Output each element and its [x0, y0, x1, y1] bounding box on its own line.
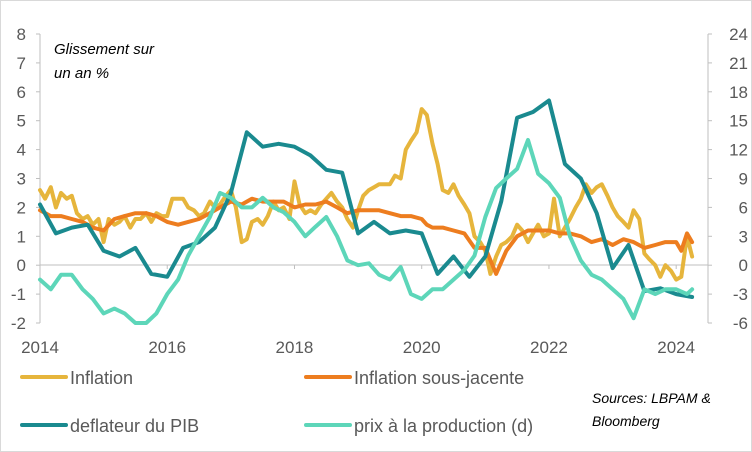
legend-label: deflateur du PIB — [70, 416, 199, 436]
right-tick-label: 0 — [739, 256, 748, 275]
legend-label: Inflation sous-jacente — [354, 368, 524, 388]
axes — [36, 33, 712, 324]
right-tick-label: 12 — [729, 141, 748, 160]
left-tick-label: 3 — [17, 170, 26, 189]
left-tick-label: 8 — [17, 25, 26, 44]
source-line-1: Sources: LBPAM & — [592, 390, 711, 406]
x-tick-label: 2016 — [148, 338, 186, 357]
right-tick-label: 21 — [729, 54, 748, 73]
x-tick-label: 2024 — [657, 338, 695, 357]
legend-label: Inflation — [70, 368, 133, 388]
right-tick-label: 18 — [729, 83, 748, 102]
right-tick-label: 3 — [739, 227, 748, 246]
annotation-line-2: un an % — [54, 65, 109, 82]
x-tick-label: 2020 — [403, 338, 441, 357]
left-tick-label: 1 — [17, 227, 26, 246]
right-tick-label: 6 — [739, 198, 748, 217]
annotation-line-1: Glissement sur — [54, 41, 155, 58]
series-line-4 — [38, 138, 695, 325]
series-line-3 — [38, 98, 695, 299]
legend-label: prix à la production (d) — [354, 416, 533, 436]
right-tick-label: -3 — [733, 285, 748, 304]
left-tick-label: 4 — [17, 141, 26, 160]
right-tick-label: 24 — [729, 25, 748, 44]
source-line-2: Bloomberg — [592, 413, 660, 429]
x-tick-label: 2014 — [21, 338, 59, 357]
left-tick-label: 5 — [17, 112, 26, 131]
left-tick-label: -2 — [11, 314, 26, 333]
x-tick-label: 2022 — [530, 338, 568, 357]
series-line-1 — [38, 107, 695, 282]
left-tick-label: -1 — [11, 285, 26, 304]
right-tick-label: 9 — [739, 170, 748, 189]
left-tick-label: 2 — [17, 198, 26, 217]
series-line-2 — [38, 196, 695, 276]
legend: Inflation Inflation sous-jacente deflateur… — [20, 368, 533, 436]
left-tick-label: 7 — [17, 54, 26, 73]
left-tick-label: 6 — [17, 83, 26, 102]
right-tick-label: -6 — [733, 314, 748, 333]
right-tick-label: 15 — [729, 112, 748, 131]
left-tick-label: 0 — [17, 256, 26, 275]
series-lines — [38, 98, 695, 325]
x-tick-label: 2018 — [276, 338, 314, 357]
